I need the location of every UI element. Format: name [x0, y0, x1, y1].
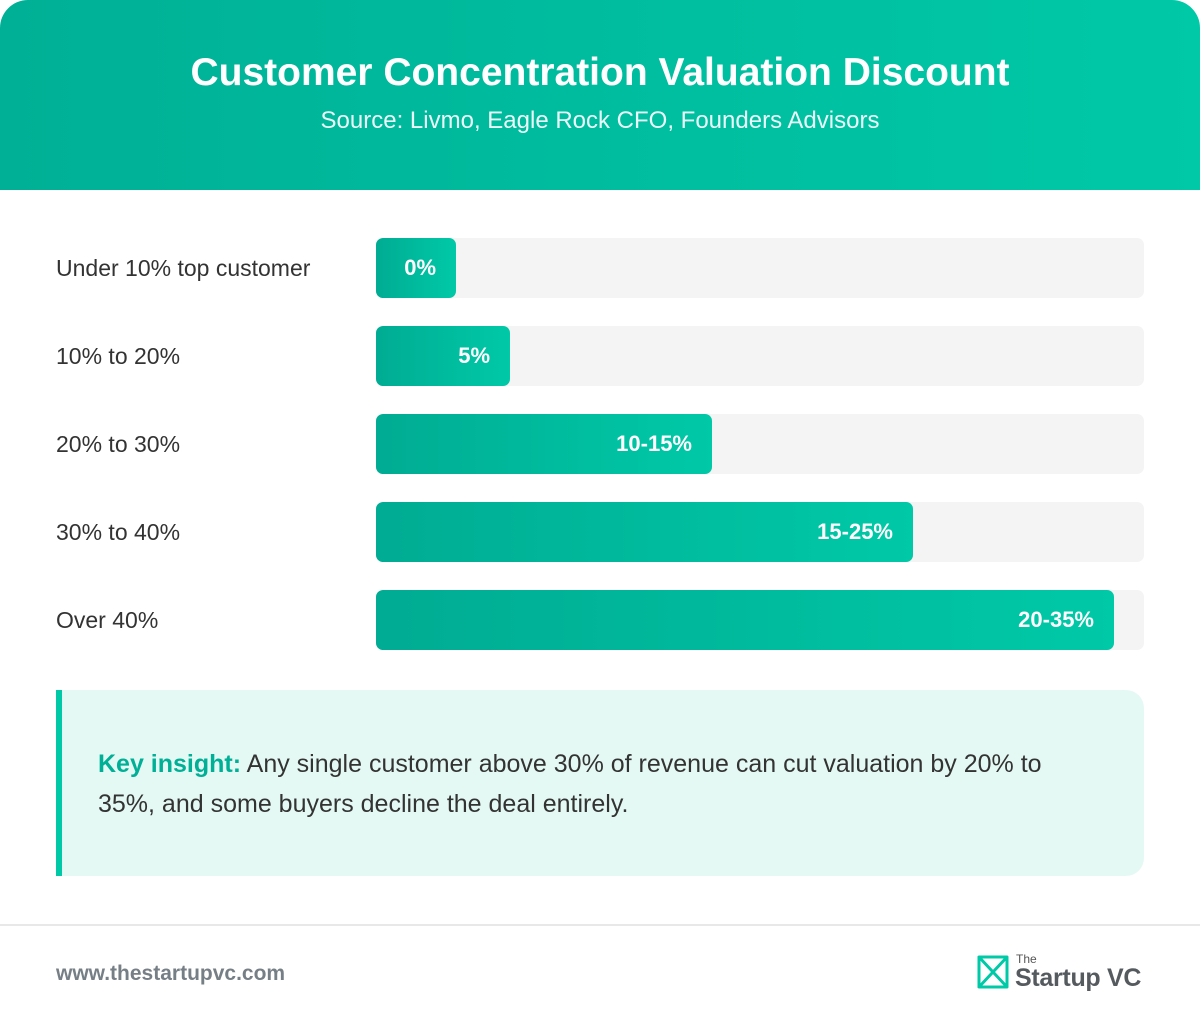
bar: 20-35% — [376, 590, 1114, 650]
chart-subtitle: Source: Livmo, Eagle Rock CFO, Founders … — [320, 107, 880, 134]
data-label: 20-35% — [1018, 607, 1094, 632]
bar-track: 10-15% — [376, 414, 1144, 474]
startupvc-logo-icon — [977, 955, 1009, 989]
chart-title: Customer Concentration Valuation Discoun… — [190, 51, 1010, 94]
data-label: 15-25% — [817, 519, 893, 544]
bar-row: Over 40% 20-35% — [56, 590, 1144, 650]
logo-main-text: Startup VC — [1015, 964, 1142, 992]
category-label: 20% to 30% — [56, 431, 181, 457]
bar-track: 15-25% — [376, 502, 1144, 562]
data-label: 5% — [458, 343, 490, 368]
startupvc-logo: The Startup VC — [976, 950, 1146, 996]
insight-text: Key insight: Any single customer above 3… — [98, 744, 1088, 824]
bar-row: 10% to 20% 5% — [56, 326, 1144, 386]
category-label: Under 10% top customer — [56, 255, 311, 281]
data-label: 10-15% — [616, 431, 692, 456]
bar-row: 30% to 40% 15-25% — [56, 502, 1144, 562]
insight-label: Key insight: — [98, 750, 242, 778]
data-label: 0% — [404, 255, 436, 280]
bar: 5% — [376, 326, 510, 386]
header: Customer Concentration Valuation Discoun… — [0, 0, 1200, 190]
footer-url[interactable]: www.thestartupvc.com — [56, 962, 286, 985]
category-label: 10% to 20% — [56, 343, 181, 369]
category-label: Over 40% — [56, 607, 159, 633]
bar: 10-15% — [376, 414, 712, 474]
footer-divider — [0, 924, 1200, 926]
bar-track: 0% — [376, 238, 1144, 298]
logo-small-text: The — [1016, 952, 1037, 966]
category-label: 30% to 40% — [56, 519, 181, 545]
insight-body: Any single customer above 30% of revenue… — [98, 750, 1042, 818]
bar: 15-25% — [376, 502, 913, 562]
key-insight-box: Key insight: Any single customer above 3… — [56, 690, 1144, 876]
bar-track: 20-35% — [376, 590, 1144, 650]
bar: 0% — [376, 238, 456, 298]
bar-row: Under 10% top customer 0% — [56, 238, 1144, 298]
bar-chart: Under 10% top customer 0% 10% to 20% 5% 20% … — [56, 238, 1144, 678]
bar-row: 20% to 30% 10-15% — [56, 414, 1144, 474]
bar-track: 5% — [376, 326, 1144, 386]
